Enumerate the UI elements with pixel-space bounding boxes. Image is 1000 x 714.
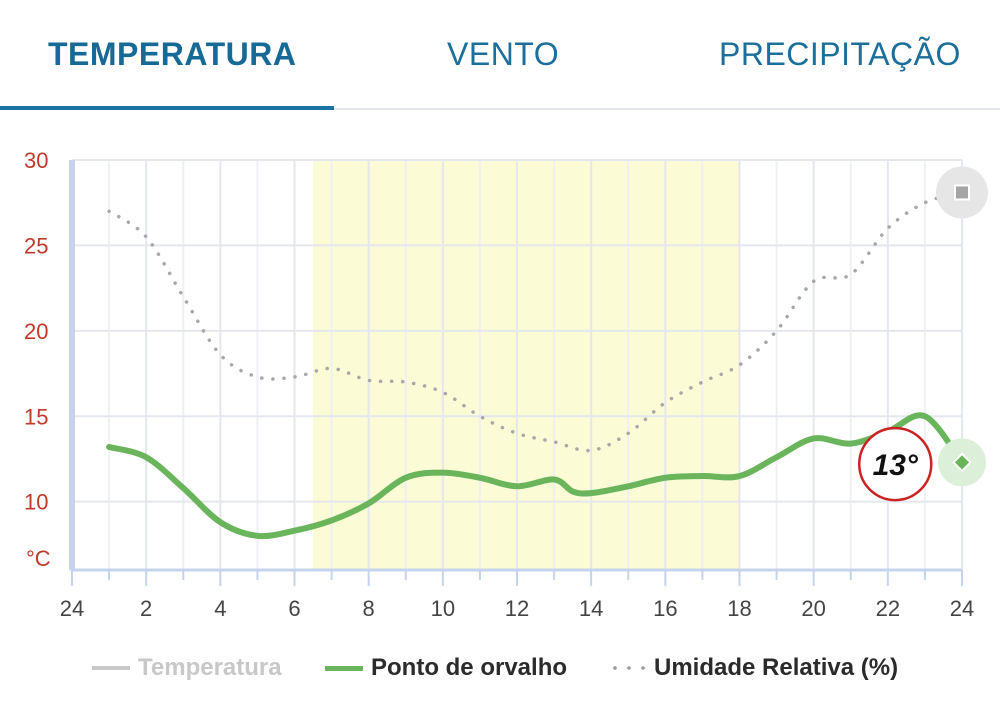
x-tick-label: 8 <box>363 596 375 621</box>
x-tick-label: 24 <box>60 596 84 621</box>
y-tick-label: 15 <box>24 404 48 429</box>
daylight-band <box>313 160 740 570</box>
y-tick-label: 20 <box>24 319 48 344</box>
tab-precipitacao[interactable]: PRECIPITAÇÃO <box>719 36 961 72</box>
x-tick-label: 6 <box>288 596 300 621</box>
legend-swatch-umidade <box>608 666 648 670</box>
x-tick-label: 2 <box>140 596 152 621</box>
legend-item-temperatura[interactable]: Temperatura <box>138 654 282 681</box>
y-tick-label: 30 <box>24 148 48 173</box>
x-tick-label: 4 <box>214 596 226 621</box>
y-unit-label: °C <box>26 546 51 571</box>
x-tick-label: 12 <box>505 596 529 621</box>
x-tick-label: 20 <box>801 596 825 621</box>
x-tick-label: 18 <box>727 596 751 621</box>
legend-swatch-temperatura <box>92 666 130 670</box>
x-tick-label: 22 <box>876 596 900 621</box>
legend-swatch-ponto-de-orvalho <box>325 666 363 671</box>
y-axis-bar <box>69 160 75 570</box>
tab-divider <box>0 108 1000 110</box>
x-tick-label: 16 <box>653 596 677 621</box>
current-value-label: 13° <box>873 449 919 482</box>
tab-bar: TEMPERATURA VENTO PRECIPITAÇÃO <box>0 0 1000 110</box>
y-tick-label: 25 <box>24 233 48 258</box>
dew-point-end-marker <box>952 452 972 473</box>
chart-legend: Temperatura Ponto de orvalho Umidade Rel… <box>0 648 1000 688</box>
y-tick-label: 10 <box>24 490 48 515</box>
series-line-umidade-relativa <box>107 190 964 453</box>
legend-item-ponto-de-orvalho[interactable]: Ponto de orvalho <box>371 654 568 681</box>
active-tab-indicator <box>0 106 334 110</box>
tab-temperatura[interactable]: TEMPERATURA <box>48 36 297 72</box>
x-tick-label: 24 <box>950 596 974 621</box>
series-line-ponto-de-orvalho <box>106 412 965 540</box>
humidity-end-marker <box>954 184 970 201</box>
x-tick-label: 14 <box>579 596 603 621</box>
current-value-bubble <box>858 426 933 502</box>
x-tick-label: 10 <box>431 596 455 621</box>
tab-vento[interactable]: VENTO <box>447 36 560 72</box>
legend-item-umidade-relativa[interactable]: Umidade Relativa (%) <box>654 654 899 681</box>
